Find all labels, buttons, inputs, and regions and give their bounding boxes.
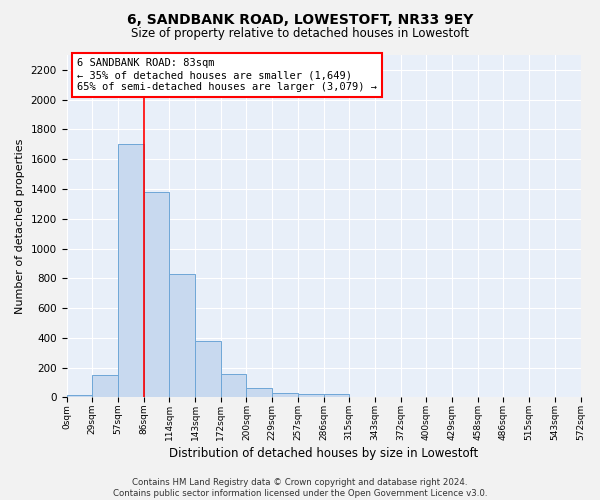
X-axis label: Distribution of detached houses by size in Lowestoft: Distribution of detached houses by size … [169, 447, 478, 460]
Text: Size of property relative to detached houses in Lowestoft: Size of property relative to detached ho… [131, 28, 469, 40]
Bar [298, 394, 323, 398]
Bar [92, 375, 118, 398]
Bar [323, 394, 349, 398]
Bar [247, 388, 272, 398]
Bar [169, 274, 195, 398]
Bar [272, 393, 298, 398]
Y-axis label: Number of detached properties: Number of detached properties [15, 138, 25, 314]
Bar [67, 395, 92, 398]
Bar [221, 374, 247, 398]
Bar [195, 341, 221, 398]
Text: Contains HM Land Registry data © Crown copyright and database right 2024.
Contai: Contains HM Land Registry data © Crown c… [113, 478, 487, 498]
Text: 6 SANDBANK ROAD: 83sqm
← 35% of detached houses are smaller (1,649)
65% of semi-: 6 SANDBANK ROAD: 83sqm ← 35% of detached… [77, 58, 377, 92]
Bar [143, 192, 169, 398]
Bar [118, 144, 143, 398]
Text: 6, SANDBANK ROAD, LOWESTOFT, NR33 9EY: 6, SANDBANK ROAD, LOWESTOFT, NR33 9EY [127, 12, 473, 26]
